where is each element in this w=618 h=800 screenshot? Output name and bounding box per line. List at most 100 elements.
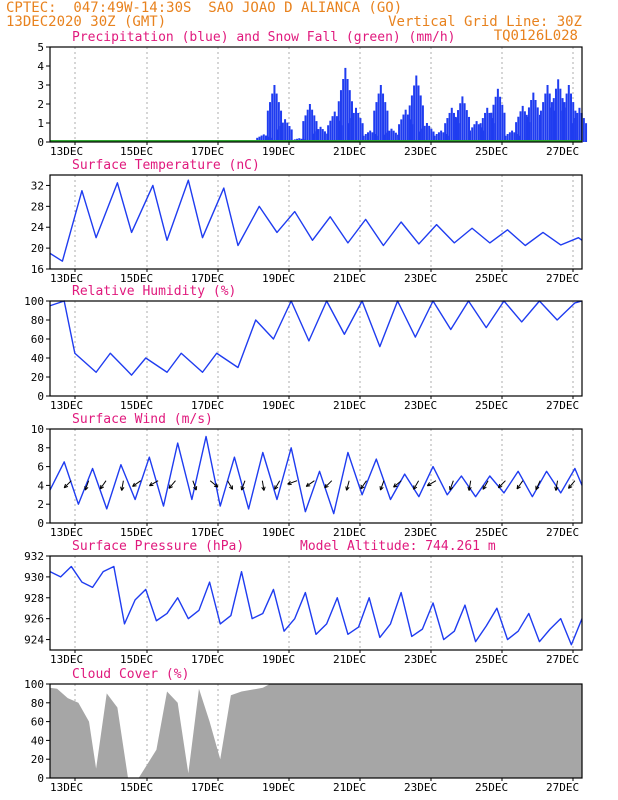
- precip-bar: [258, 136, 261, 142]
- wind-arrow: [168, 480, 176, 489]
- precip-bar: [369, 130, 372, 142]
- precip-bar: [266, 110, 269, 142]
- precip-bar: [442, 132, 445, 142]
- x-tick-label: 23DEC: [404, 272, 437, 285]
- wind-arrow-head: [449, 486, 454, 491]
- precip-bar: [486, 107, 489, 142]
- precip-bar: [477, 124, 480, 142]
- precip-bar: [475, 121, 478, 142]
- wind-arrow-head: [241, 486, 245, 491]
- precip-bar: [311, 109, 314, 142]
- precip-bar: [490, 112, 493, 142]
- precip-bar: [317, 129, 320, 142]
- panel-title: Precipitation (blue) and Snow Fall (gree…: [72, 30, 456, 45]
- x-tick-label: 19DEC: [262, 272, 295, 285]
- precip-bar: [339, 90, 342, 142]
- wind-arrow-head: [345, 486, 348, 491]
- precip-bar: [421, 128, 424, 142]
- wind-arrow: [84, 480, 90, 491]
- wind-arrow-head: [99, 484, 102, 489]
- precip-bar: [400, 119, 403, 142]
- x-tick-label: 23DEC: [404, 399, 437, 412]
- precip-bar: [323, 131, 326, 142]
- precip-bar: [492, 104, 495, 142]
- y-tick-label: 2: [37, 98, 44, 111]
- precip-bar: [585, 123, 588, 142]
- precip-bar: [386, 132, 389, 142]
- precip-bar: [546, 85, 549, 142]
- x-tick-label: 21DEC: [333, 781, 366, 794]
- precip-bar: [404, 109, 407, 142]
- wind-arrow-head: [535, 486, 540, 491]
- y-tick-label: 0: [37, 390, 44, 403]
- wind-arrow-head: [100, 486, 105, 490]
- x-tick-label: 23DEC: [404, 653, 437, 666]
- x-tick-label: 19DEC: [262, 145, 295, 158]
- panel-title: Surface Pressure (hPa): [72, 539, 244, 554]
- precip-bar: [265, 135, 267, 142]
- wind-arrow-head: [554, 486, 557, 491]
- x-tick-label: 13DEC: [50, 399, 83, 412]
- series-line: [49, 300, 583, 376]
- x-tick-label: 17DEC: [191, 272, 224, 285]
- wind-arrow-head: [215, 483, 219, 488]
- precip-bar: [506, 134, 509, 142]
- precip-bar: [504, 135, 507, 142]
- x-tick-label: 27DEC: [546, 653, 579, 666]
- precip-bar: [521, 105, 524, 142]
- wind-arrow-head: [393, 483, 396, 488]
- precip-bar: [582, 118, 585, 142]
- precip-bar: [552, 98, 555, 142]
- x-tick-label: 27DEC: [546, 781, 579, 794]
- x-tick-label: 23DEC: [404, 526, 437, 539]
- panel-title: Relative Humidity (%): [72, 284, 236, 299]
- precip-bar: [419, 131, 422, 142]
- wind-arrow-head: [324, 483, 327, 488]
- y-tick-label: 16: [31, 263, 44, 276]
- y-tick-label: 80: [31, 697, 44, 710]
- wind-arrow: [132, 480, 142, 487]
- precip-bar: [550, 107, 553, 142]
- precip-bar: [417, 85, 420, 142]
- precip-bar: [473, 124, 476, 142]
- precip-bar: [315, 131, 318, 142]
- wind-arrow: [274, 480, 281, 490]
- precip-bar: [302, 121, 305, 142]
- header-date: 13DEC2020 30Z (GMT): [6, 14, 167, 30]
- wind-arrow: [261, 480, 265, 491]
- wind-arrow: [346, 480, 350, 491]
- x-tick-label: 17DEC: [191, 653, 224, 666]
- precip-bar: [557, 79, 560, 142]
- x-tick-label: 13DEC: [50, 526, 83, 539]
- precip-bar: [279, 126, 282, 142]
- precip-bar: [277, 102, 280, 142]
- x-tick-label: 17DEC: [191, 781, 224, 794]
- precip-bar: [390, 128, 393, 142]
- precip-bar: [536, 107, 539, 142]
- y-tick-label: 3: [37, 79, 44, 92]
- precip-bar: [306, 109, 309, 142]
- y-tick-label: 0: [37, 136, 44, 149]
- precip-bar: [331, 116, 334, 142]
- wind-arrow-head: [84, 486, 89, 491]
- wind-arrow-head: [132, 485, 137, 487]
- y-tick-label: 40: [31, 734, 44, 747]
- wind-arrow-head: [468, 487, 472, 491]
- precip-bar: [563, 102, 566, 142]
- precip-bar: [519, 111, 522, 142]
- precip-bar: [565, 93, 568, 142]
- wind-arrow: [287, 480, 298, 485]
- wind-arrow: [305, 480, 315, 487]
- wind-arrow-head: [413, 486, 418, 490]
- precip-bar: [496, 88, 499, 142]
- panel-title: Surface Wind (m/s): [72, 412, 213, 427]
- wind-arrow: [379, 480, 385, 491]
- wind-arrow: [482, 480, 489, 490]
- x-tick-label: 21DEC: [333, 526, 366, 539]
- wind-arrow-head: [324, 485, 329, 489]
- wind-arrow: [427, 480, 437, 487]
- cloud-cover-area: [50, 684, 582, 778]
- precip-bar: [313, 115, 316, 142]
- precip-bar: [454, 116, 457, 142]
